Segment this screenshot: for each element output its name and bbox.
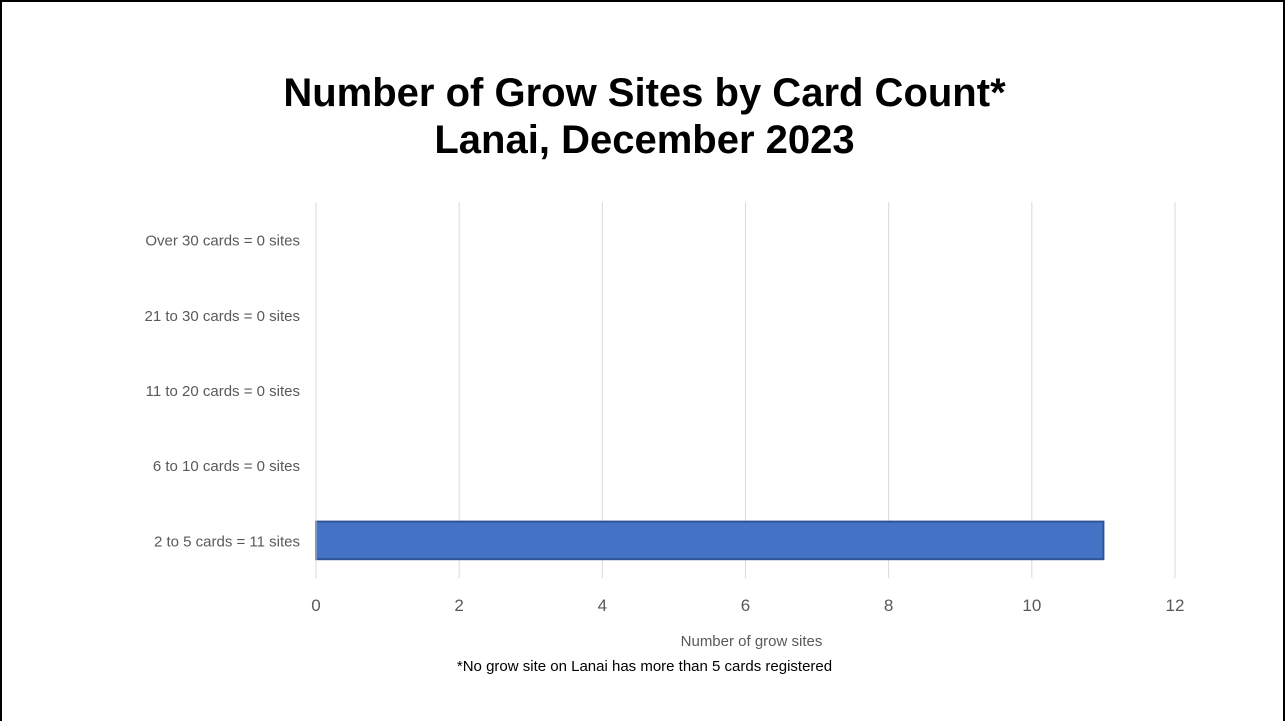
x-tick-label: 10 [1022, 596, 1041, 615]
chart-title: Number of Grow Sites by Card Count* [283, 71, 1006, 115]
x-tick-label: 0 [311, 596, 320, 615]
category-label: 11 to 20 cards = 0 sites [146, 383, 300, 400]
category-label: 21 to 30 cards = 0 sites [144, 308, 300, 325]
x-axis-title: Number of grow sites [681, 633, 823, 650]
bar-chart: 0 2 4 6 8 10 12 2 to 5 cards = 11 sites 6 to 10 … [144, 202, 1184, 650]
x-tick-label: 4 [598, 596, 607, 615]
axis-labels: 0 2 4 6 8 10 12 2 to 5 cards = 11 sites 6 to 10 … [144, 233, 1184, 650]
bar [315, 520, 1105, 561]
category-label: Over 30 cards = 0 sites [145, 233, 300, 250]
category-label: 6 to 10 cards = 0 sites [153, 458, 300, 475]
chart-subtitle: Lanai, December 2023 [434, 118, 855, 162]
x-tick-label: 12 [1166, 596, 1185, 615]
x-tick-label: 2 [454, 596, 463, 615]
x-tick-label: 8 [884, 596, 893, 615]
category-label: 2 to 5 cards = 11 sites [154, 533, 300, 550]
bars [315, 520, 1105, 561]
x-tick-label: 6 [741, 596, 750, 615]
chart-title-block: Number of Grow Sites by Card Count* Lana… [2, 70, 1283, 164]
gridlines [458, 202, 1176, 578]
footnote: *No grow site on Lanai has more than 5 c… [456, 658, 833, 675]
